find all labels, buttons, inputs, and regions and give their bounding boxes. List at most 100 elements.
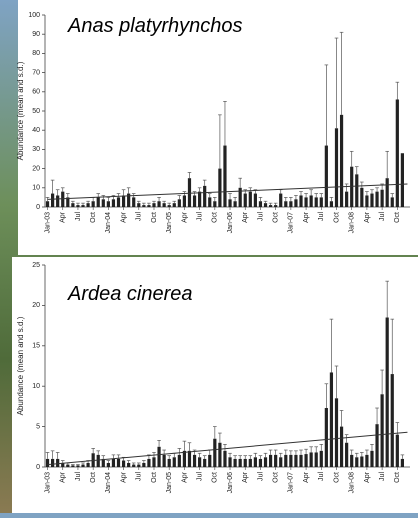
y-tick-label: 15: [32, 343, 40, 350]
y-tick-label: 20: [32, 165, 40, 172]
bar: [315, 197, 318, 207]
y-tick-label: 80: [32, 50, 40, 57]
x-tick-label: Apr: [181, 471, 188, 483]
bar: [310, 452, 313, 467]
x-tick-label: Jul: [75, 472, 82, 481]
bar: [244, 194, 247, 207]
bar: [157, 447, 160, 467]
x-tick-label: Apr: [364, 211, 371, 223]
x-tick-label: Jul: [257, 472, 264, 481]
bar: [142, 205, 145, 207]
x-tick-label: Jan-05: [166, 212, 173, 234]
bar: [289, 455, 292, 467]
y-tick-label: 70: [32, 69, 40, 76]
x-tick-label: Oct: [333, 472, 340, 483]
bar: [304, 197, 307, 207]
bar: [122, 461, 125, 467]
bar: [223, 451, 226, 467]
bar: [284, 201, 287, 207]
bar: [289, 201, 292, 207]
x-tick-label: Apr: [60, 211, 67, 223]
x-tick-label: Apr: [181, 211, 188, 223]
y-tick-label: 0: [36, 204, 40, 211]
bar: [51, 194, 54, 207]
x-tick-label: Oct: [90, 212, 97, 223]
bar: [203, 459, 206, 467]
bar: [157, 201, 160, 207]
bar: [188, 451, 191, 467]
bar: [107, 463, 110, 467]
chart-title: Anas platyrhynchos: [67, 15, 243, 37]
bar: [168, 459, 171, 467]
y-tick-label: 30: [32, 146, 40, 153]
bar: [325, 408, 328, 467]
x-tick-label: Oct: [90, 472, 97, 483]
bar: [299, 455, 302, 467]
y-tick-label: 100: [28, 12, 40, 19]
bar: [365, 455, 368, 467]
bar: [51, 459, 54, 467]
bar: [279, 457, 282, 467]
bar: [56, 459, 59, 467]
y-tick-label: 90: [32, 31, 40, 38]
bar: [320, 197, 323, 207]
bar: [117, 197, 120, 207]
bar: [102, 199, 105, 207]
x-tick-label: Jul: [379, 212, 386, 221]
bar: [81, 465, 84, 467]
y-tick-label: 40: [32, 127, 40, 134]
x-tick-label: Jul: [136, 212, 143, 221]
bar: [152, 203, 155, 207]
bar: [284, 455, 287, 467]
y-tick-label: 50: [32, 108, 40, 115]
bar: [264, 203, 267, 207]
bar: [345, 443, 348, 467]
bar: [147, 459, 150, 467]
bar: [152, 457, 155, 467]
x-tick-label: Jul: [318, 212, 325, 221]
bar: [86, 203, 89, 207]
bar: [401, 153, 404, 207]
bar: [228, 457, 231, 467]
y-axis-label: Abundance (mean and s.d.): [16, 61, 25, 160]
x-tick-label: Oct: [273, 472, 280, 483]
bar: [335, 398, 338, 467]
bar: [335, 128, 338, 207]
bar: [107, 201, 110, 207]
bar: [320, 451, 323, 467]
bar: [76, 205, 79, 207]
bar: [208, 455, 211, 467]
bar: [163, 455, 166, 467]
bar: [81, 205, 84, 207]
bar: [61, 192, 64, 207]
bar: [71, 203, 74, 207]
bar: [203, 186, 206, 207]
bar: [234, 201, 237, 207]
bar: [370, 194, 373, 207]
bar: [122, 195, 125, 207]
bar: [381, 394, 384, 467]
bar: [330, 201, 333, 207]
figure: 0102030405060708090100Abundance (mean an…: [0, 0, 418, 513]
bar: [213, 439, 216, 467]
bar: [254, 457, 257, 467]
bar: [239, 459, 242, 467]
bar: [315, 452, 318, 467]
x-tick-label: Oct: [212, 212, 219, 223]
bar: [274, 205, 277, 207]
bar: [350, 455, 353, 467]
x-tick-label: Jan-03: [44, 472, 51, 494]
bar: [234, 459, 237, 467]
bar: [264, 457, 267, 467]
bar: [375, 192, 378, 207]
x-tick-label: Jul: [136, 472, 143, 481]
bar: [259, 459, 262, 467]
bar: [97, 455, 100, 467]
bar: [173, 457, 176, 467]
bar: [370, 451, 373, 467]
bar: [86, 463, 89, 467]
bar: [355, 457, 358, 467]
bar: [391, 197, 394, 207]
y-tick-label: 20: [32, 302, 40, 309]
bar: [193, 455, 196, 467]
